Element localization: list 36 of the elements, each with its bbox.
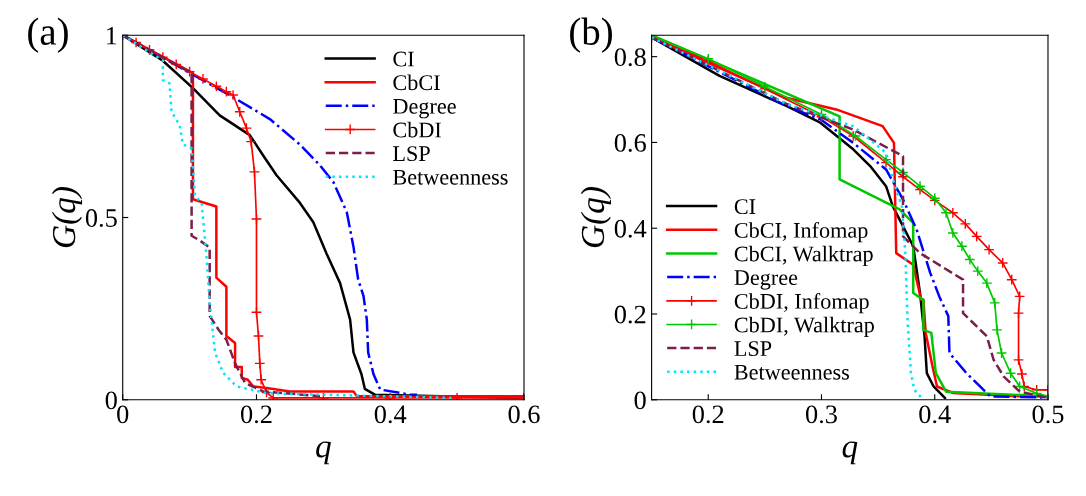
y-tick-label: 0 bbox=[105, 391, 117, 410]
legend-label: CI bbox=[393, 51, 414, 67]
y-tick-label: 0.2 bbox=[614, 305, 646, 324]
x-tick-label: 0.2 bbox=[692, 405, 724, 424]
y-tick-label: 0.5 bbox=[85, 209, 117, 228]
legend-label: CbCI bbox=[393, 74, 440, 91]
chart-title: (a) bbox=[28, 17, 68, 53]
legend-label: CbCI, Walktrap bbox=[734, 245, 873, 266]
x-tick-label: 0 bbox=[117, 405, 129, 424]
legend-label: CbDI bbox=[393, 121, 442, 138]
legend-label: LSP bbox=[734, 341, 772, 357]
legend-label: Betweenness bbox=[393, 169, 508, 185]
x-tick-label: 0.4 bbox=[919, 405, 951, 424]
legend-label: Degree bbox=[734, 270, 798, 290]
chart-title: (b) bbox=[570, 17, 612, 53]
y-tick-label: 0.4 bbox=[614, 219, 647, 238]
y-axis-title: G(q) bbox=[580, 187, 611, 248]
x-tick-label: 0.4 bbox=[374, 405, 407, 424]
x-tick-label: 0.6 bbox=[508, 405, 540, 424]
legend-label: CbDI, Infomap bbox=[734, 292, 869, 314]
x-axis-title: q bbox=[316, 441, 331, 465]
x-tick-label: 0.2 bbox=[240, 405, 272, 424]
y-axis-title: G(q) bbox=[51, 187, 83, 248]
y-tick-label: 1 bbox=[106, 26, 117, 45]
x-axis-title: q bbox=[842, 441, 858, 465]
legend-label: Degree bbox=[393, 99, 456, 119]
y-tick-label: 0.8 bbox=[614, 48, 646, 67]
x-tick-label: 0.5 bbox=[1032, 405, 1064, 424]
legend-label: LSP bbox=[393, 146, 430, 162]
legend-label: CbDI, Walktrap bbox=[734, 316, 874, 337]
legend-label: CbCI, Infomap bbox=[734, 221, 868, 243]
legend-label: CI bbox=[734, 199, 756, 215]
legend-label: Betweenness bbox=[734, 364, 850, 380]
y-tick-label: 0.6 bbox=[614, 134, 646, 152]
y-tick-label: 0 bbox=[634, 391, 646, 410]
x-tick-label: 0.3 bbox=[805, 405, 837, 424]
